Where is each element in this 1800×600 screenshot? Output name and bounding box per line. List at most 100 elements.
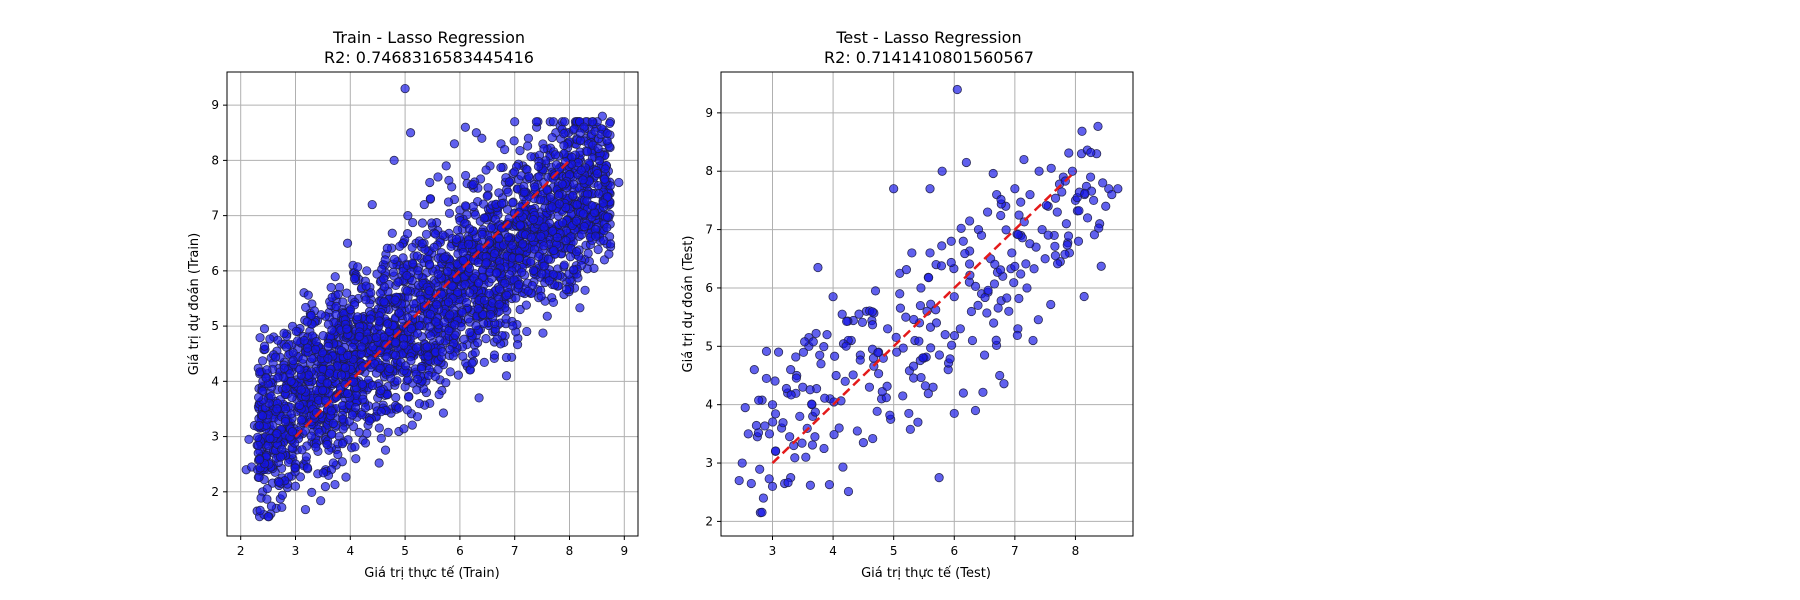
test-data-point	[754, 395, 764, 405]
test-data-point	[854, 309, 864, 319]
train-data-point	[479, 295, 489, 306]
test-data-point	[760, 421, 770, 431]
train-data-point	[316, 496, 326, 506]
train-data-point	[360, 403, 371, 413]
test-x-tick-label: 8	[1072, 544, 1080, 558]
train-data-point	[434, 389, 444, 400]
train-data-point	[513, 280, 524, 290]
train-data-point	[474, 393, 484, 403]
train-points	[241, 83, 624, 522]
test-data-point	[1107, 189, 1117, 200]
train-y-tick-label: 7	[211, 209, 219, 223]
test-data-point	[909, 314, 919, 325]
test-data-point	[868, 433, 878, 444]
train-data-point	[311, 442, 321, 452]
test-data-point	[1022, 283, 1032, 293]
train-data-point	[417, 218, 428, 228]
train-data-point	[461, 170, 471, 181]
train-data-point	[464, 224, 475, 234]
train-data-point	[517, 267, 527, 277]
train-data-point	[503, 187, 513, 197]
train-ticks: 2 3 4 5 6 7 8 9 2 3 4 5 6 7 8 9	[211, 98, 628, 558]
train-data-point	[494, 299, 504, 310]
train-data-point	[262, 484, 272, 494]
train-data-point	[394, 403, 404, 413]
train-data-point	[602, 212, 613, 222]
train-data-point	[587, 201, 597, 211]
test-chart-title: Test - Lasso Regression	[835, 28, 1021, 47]
test-data-point	[1025, 189, 1035, 200]
test-data-point	[761, 373, 772, 384]
test-data-point	[831, 370, 841, 381]
train-data-point	[479, 213, 489, 223]
train-data-point	[297, 445, 307, 455]
test-data-point	[791, 352, 801, 362]
train-data-point	[374, 423, 384, 433]
train-y-tick-label: 9	[211, 98, 219, 112]
test-data-point	[1043, 230, 1053, 240]
train-data-point	[414, 321, 424, 331]
train-chart-subtitle: R2: 0.7468316583445416	[324, 48, 534, 67]
train-data-point	[435, 335, 445, 345]
train-data-point	[417, 238, 427, 249]
train-x-tick-label: 8	[566, 544, 574, 558]
train-data-point	[274, 477, 284, 487]
train-data-point	[494, 233, 504, 244]
train-data-point	[460, 279, 470, 290]
train-y-tick-label: 8	[211, 153, 219, 167]
train-data-point	[534, 171, 544, 182]
test-data-point	[1073, 236, 1084, 246]
test-data-point	[952, 84, 962, 95]
test-data-point	[801, 452, 811, 462]
train-data-point	[509, 136, 519, 146]
test-data-point	[778, 418, 788, 428]
train-data-point	[345, 305, 356, 315]
train-data-point	[576, 165, 586, 175]
test-data-point	[770, 409, 781, 419]
test-data-point	[824, 480, 835, 490]
test-plot-frame	[720, 71, 1134, 537]
train-data-point	[306, 431, 316, 441]
test-data-point	[855, 355, 865, 365]
test-data-point	[749, 365, 759, 375]
train-data-point	[280, 416, 290, 427]
train-data-point	[330, 479, 340, 490]
test-y-tick-label: 3	[705, 456, 713, 470]
test-x-tick-label: 3	[769, 544, 777, 558]
test-data-point	[967, 335, 978, 346]
train-data-point	[438, 230, 448, 240]
train-data-point	[338, 424, 348, 434]
test-x-tick-label: 6	[950, 544, 958, 558]
train-data-point	[281, 342, 291, 352]
test-data-point	[1013, 229, 1023, 240]
train-data-point	[458, 255, 468, 266]
train-data-point	[468, 201, 478, 212]
test-data-point	[815, 350, 825, 360]
train-data-point	[391, 350, 401, 360]
train-data-point	[514, 253, 524, 264]
test-data-point	[1019, 154, 1029, 165]
train-data-point	[447, 281, 457, 291]
train-data-point	[536, 291, 546, 301]
test-data-point	[970, 281, 981, 291]
test-data-point	[990, 259, 1000, 269]
test-data-point	[978, 387, 988, 397]
test-data-point	[961, 157, 971, 168]
test-data-point	[1053, 259, 1063, 269]
test-data-point	[946, 257, 956, 268]
test-data-point	[805, 480, 815, 490]
train-data-point	[484, 288, 494, 298]
train-data-point	[343, 350, 353, 361]
train-data-point	[445, 310, 455, 320]
train-data-point	[439, 317, 449, 327]
train-data-point	[429, 242, 439, 253]
test-data-point	[740, 402, 750, 413]
train-data-point	[367, 199, 377, 210]
train-data-point	[572, 200, 582, 210]
train-data-point	[548, 297, 559, 308]
test-data-point	[1034, 166, 1044, 176]
train-data-point	[430, 371, 440, 382]
test-data-point	[1050, 193, 1061, 203]
train-data-point	[273, 335, 283, 345]
